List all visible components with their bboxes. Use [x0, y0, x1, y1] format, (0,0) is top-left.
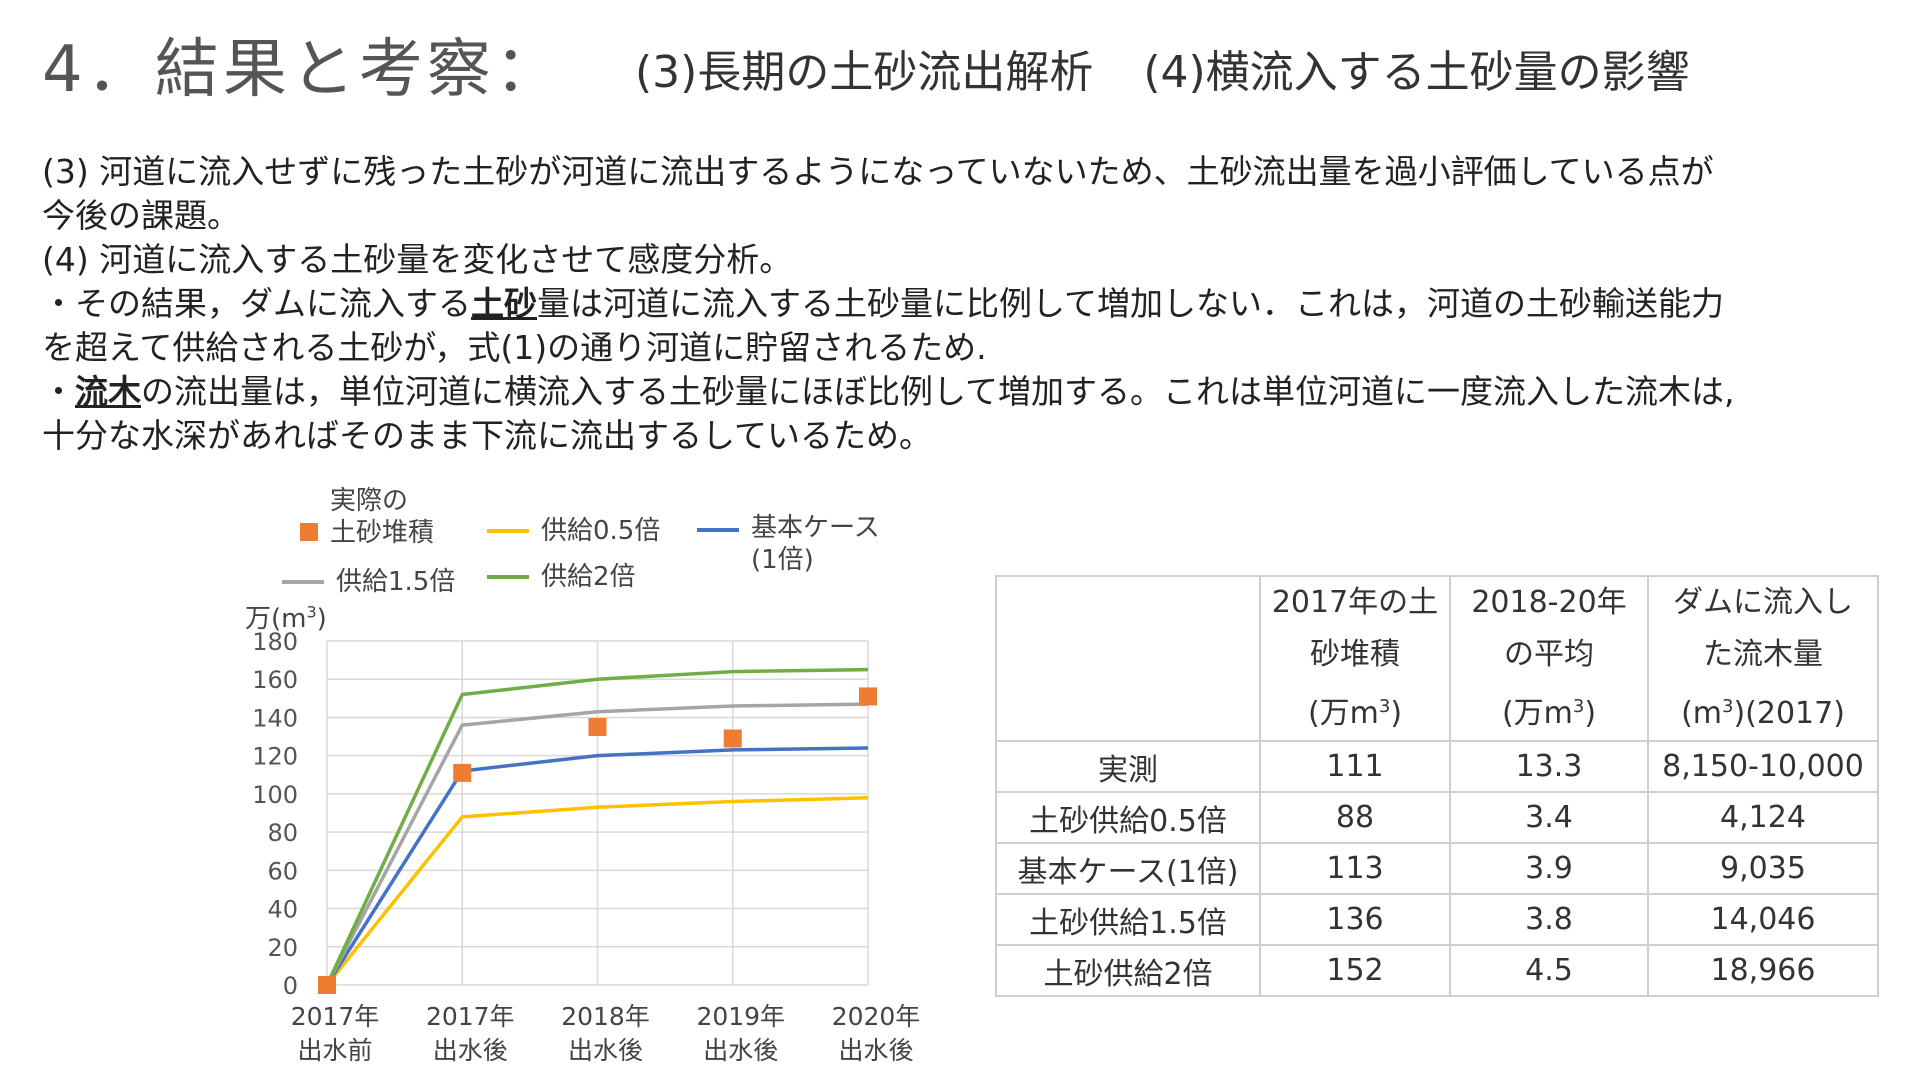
row-label: 土砂供給2倍 — [995, 944, 1261, 997]
legend-observed-label-1: 実際の — [330, 486, 409, 516]
y-tick-label: 180 — [252, 628, 298, 656]
subtitle-part-4: (4)横流入する土砂量の影響 — [1143, 47, 1690, 98]
y-tick-label: 80 — [267, 819, 298, 847]
y-axis-unit: 万(m3) — [245, 602, 327, 634]
series-line — [325, 702, 869, 986]
legend-base-label-2: (1倍) — [751, 545, 814, 575]
legend-line-marker — [282, 579, 324, 584]
observed-point — [859, 687, 877, 706]
series-line — [325, 667, 869, 986]
body-line-4-post: 量は河道に流入する土砂量に比例して増加しない．これは，河道の土砂輸送能力 — [537, 284, 1725, 323]
y-tick-label: 60 — [267, 857, 298, 885]
cell-average: 3.4 — [1449, 791, 1649, 844]
table-row: 実測 111 13.3 8,150-10,000 — [995, 740, 1879, 793]
x-tick-label: 2017年 — [291, 1002, 380, 1031]
body-line-5: を超えて供給される土砂が，式(1)の通り河道に貯留されるため. — [42, 328, 987, 367]
results-table: 2017年の土 砂堆積 (万m3) 2018-20年 の平均 (万m3) ダムに… — [995, 575, 1879, 997]
legend-base: 基本ケース (1倍) — [697, 512, 880, 576]
cell-sediment: 113 — [1259, 842, 1451, 895]
cell-sediment: 136 — [1259, 893, 1451, 946]
x-tick-label: 出水後 — [433, 1036, 508, 1065]
body-line-6-pre: ・ — [42, 372, 75, 411]
series-line — [325, 746, 869, 986]
x-tick-label: 2020年 — [832, 1002, 921, 1031]
slide-title: 4．結果と考察： — [42, 33, 563, 107]
keyword-driftwood: 流木 — [75, 372, 141, 411]
observed-point — [723, 729, 742, 748]
legend-s15-label: 供給1.5倍 — [336, 566, 456, 597]
legend-s05-label: 供給0.5倍 — [541, 515, 661, 546]
subtitle-part-3: (3)長期の土砂流出解析 — [635, 47, 1094, 98]
cell-average: 3.8 — [1449, 893, 1649, 946]
cell-average: 3.9 — [1449, 842, 1649, 895]
observed-point — [318, 976, 336, 994]
body-line-2: 今後の課題。 — [42, 196, 240, 235]
table-header-empty — [995, 575, 1261, 742]
cell-sediment: 111 — [1259, 740, 1451, 793]
series-line — [325, 795, 869, 987]
y-tick-label: 140 — [252, 704, 298, 732]
y-tick-label: 40 — [267, 896, 298, 924]
legend-s2-label: 供給2倍 — [541, 561, 636, 592]
slide-subtitle: (3)長期の土砂流出解析 (4)横流入する土砂量の影響 — [635, 36, 1690, 100]
table-header-driftwood: ダムに流入し た流木量 (m3)(2017) — [1647, 575, 1879, 742]
cell-sediment: 152 — [1259, 944, 1451, 997]
table-header-sediment-2017: 2017年の土 砂堆積 (万m3) — [1259, 575, 1451, 742]
x-tick-label: 出水後 — [838, 1036, 913, 1065]
table-row: 基本ケース(1倍) 113 3.9 9,035 — [995, 842, 1879, 895]
legend-line-marker — [487, 528, 529, 533]
row-label: 基本ケース(1倍) — [995, 842, 1261, 895]
body-line-4-pre: ・その結果，ダムに流入する — [42, 284, 471, 323]
table-row: 土砂供給1.5倍 136 3.8 14,046 — [995, 893, 1879, 946]
y-tick-label: 100 — [252, 781, 298, 809]
x-tick-label: 出水後 — [568, 1036, 643, 1065]
x-tick-label: 2019年 — [696, 1002, 785, 1031]
legend-square-marker — [300, 523, 318, 541]
cell-driftwood: 9,035 — [1647, 842, 1879, 895]
body-line-6: ・流木の流出量は，単位河道に横流入する土砂量にほぼ比例して増加する。これは単位河… — [42, 370, 1912, 414]
body-text: (3) 河道に流入せずに残った土砂が河道に流出するようになっていないため、土砂流… — [42, 150, 1912, 458]
cell-driftwood: 8,150-10,000 — [1647, 740, 1879, 793]
cell-driftwood: 4,124 — [1647, 791, 1879, 844]
x-tick-label: 出水前 — [297, 1036, 372, 1065]
x-tick-label: 2018年 — [561, 1002, 650, 1031]
legend-line-marker — [697, 528, 739, 532]
legend-s15: 供給1.5倍 — [282, 565, 455, 598]
y-tick-label: 20 — [267, 934, 298, 962]
body-line-4: ・その結果，ダムに流入する土砂量は河道に流入する土砂量に比例して増加しない．これ… — [42, 282, 1912, 326]
legend-s05: 供給0.5倍 — [487, 514, 660, 547]
legend-observed: 実際の 土砂堆積 — [300, 485, 434, 549]
y-tick-label: 160 — [252, 666, 298, 694]
legend-base-label-1: 基本ケース — [751, 513, 880, 543]
body-line-3: (4) 河道に流入する土砂量を変化させて感度分析。 — [42, 240, 793, 279]
observed-point — [588, 718, 607, 736]
cell-driftwood: 18,966 — [1647, 944, 1879, 997]
table-header-row: 2017年の土 砂堆積 (万m3) 2018-20年 の平均 (万m3) ダムに… — [995, 575, 1879, 742]
y-tick-label: 0 — [283, 972, 298, 1000]
table-row: 土砂供給2倍 152 4.5 18,966 — [995, 944, 1879, 997]
cell-average: 13.3 — [1449, 740, 1649, 793]
row-label: 土砂供給1.5倍 — [995, 893, 1261, 946]
table-header-avg-2018-20: 2018-20年 の平均 (万m3) — [1449, 575, 1649, 742]
body-line-1: (3) 河道に流入せずに残った土砂が河道に流出するようになっていないため、土砂流… — [42, 152, 1714, 191]
cell-average: 4.5 — [1449, 944, 1649, 997]
table-row: 土砂供給0.5倍 88 3.4 4,124 — [995, 791, 1879, 844]
observed-point — [453, 763, 472, 782]
keyword-sediment: 土砂 — [471, 284, 537, 323]
legend-s2: 供給2倍 — [487, 560, 636, 593]
legend-observed-label-2: 土砂堆積 — [330, 518, 435, 548]
row-label: 実測 — [995, 740, 1261, 793]
x-tick-label: 2017年 — [426, 1002, 515, 1031]
body-line-6-post: の流出量は，単位河道に横流入する土砂量にほぼ比例して増加する。これは単位河道に一… — [141, 372, 1735, 411]
body-line-7: 十分な水深があればそのまま下流に流出するしているため。 — [42, 416, 933, 455]
row-label: 土砂供給0.5倍 — [995, 791, 1261, 844]
cell-driftwood: 14,046 — [1647, 893, 1879, 946]
legend-line-marker — [487, 574, 529, 579]
y-tick-label: 120 — [252, 743, 298, 771]
x-tick-label: 出水後 — [703, 1036, 778, 1065]
cell-sediment: 88 — [1259, 791, 1451, 844]
